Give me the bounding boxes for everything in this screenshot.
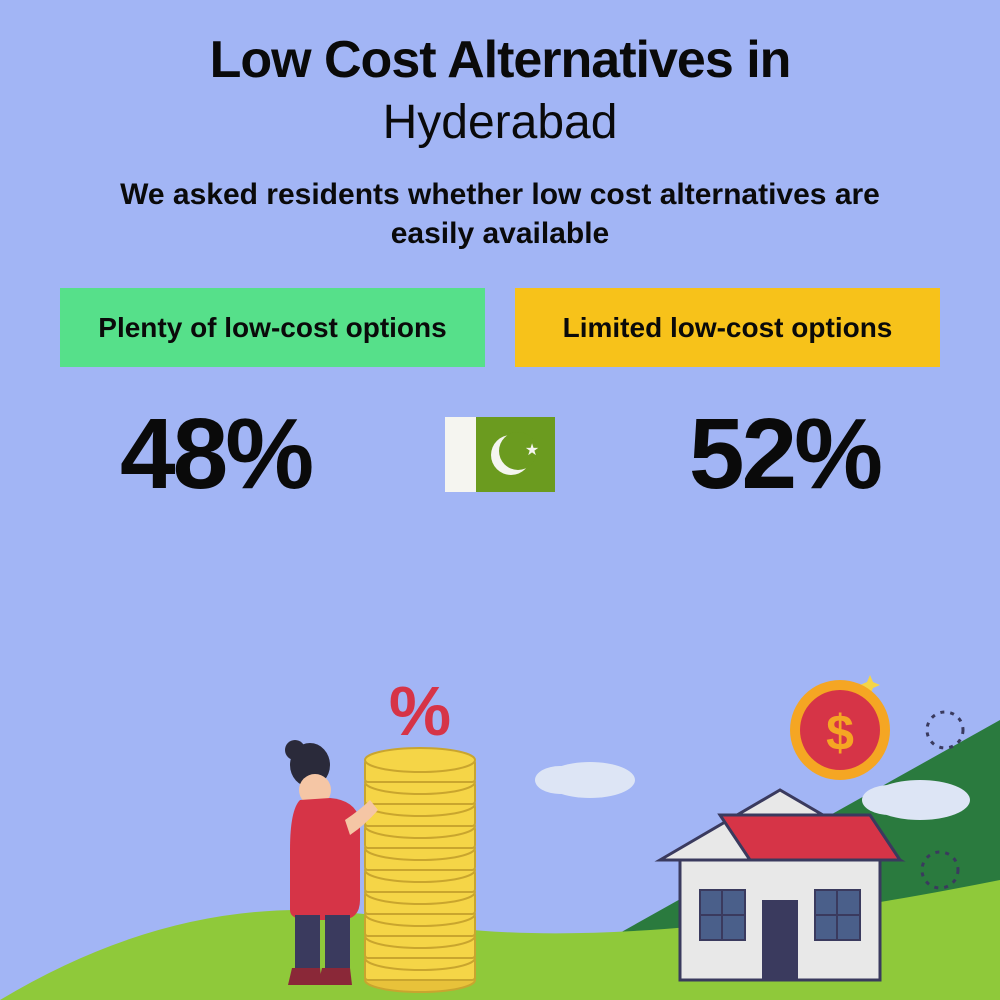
pakistan-flag-icon: ★	[445, 417, 555, 492]
cloud-left-2	[535, 766, 585, 794]
option-plenty: Plenty of low-cost options	[60, 288, 485, 367]
cloud-right-2	[862, 785, 918, 815]
page-description: We asked residents whether low cost alte…	[0, 175, 1000, 253]
options-container: Plenty of low-cost options Limited low-c…	[0, 288, 1000, 367]
flag-white-stripe	[445, 417, 476, 492]
stat-right-value: 52%	[575, 397, 940, 512]
dollar-sign: $	[826, 705, 854, 761]
option-limited: Limited low-cost options	[515, 288, 940, 367]
page-subtitle: Hyderabad	[0, 95, 1000, 150]
coin-stack	[365, 748, 475, 992]
stats-container: 48% ★ 52%	[0, 397, 1000, 512]
stat-left-value: 48%	[60, 397, 425, 512]
page-title: Low Cost Alternatives in	[0, 0, 1000, 90]
star-icon: ★	[525, 440, 539, 460]
illustration-scene: $ %	[0, 600, 1000, 1000]
flag-green-field: ★	[476, 417, 555, 492]
dotted-circle-1	[927, 712, 963, 748]
house	[660, 790, 900, 980]
percent-icon: %	[389, 672, 451, 750]
